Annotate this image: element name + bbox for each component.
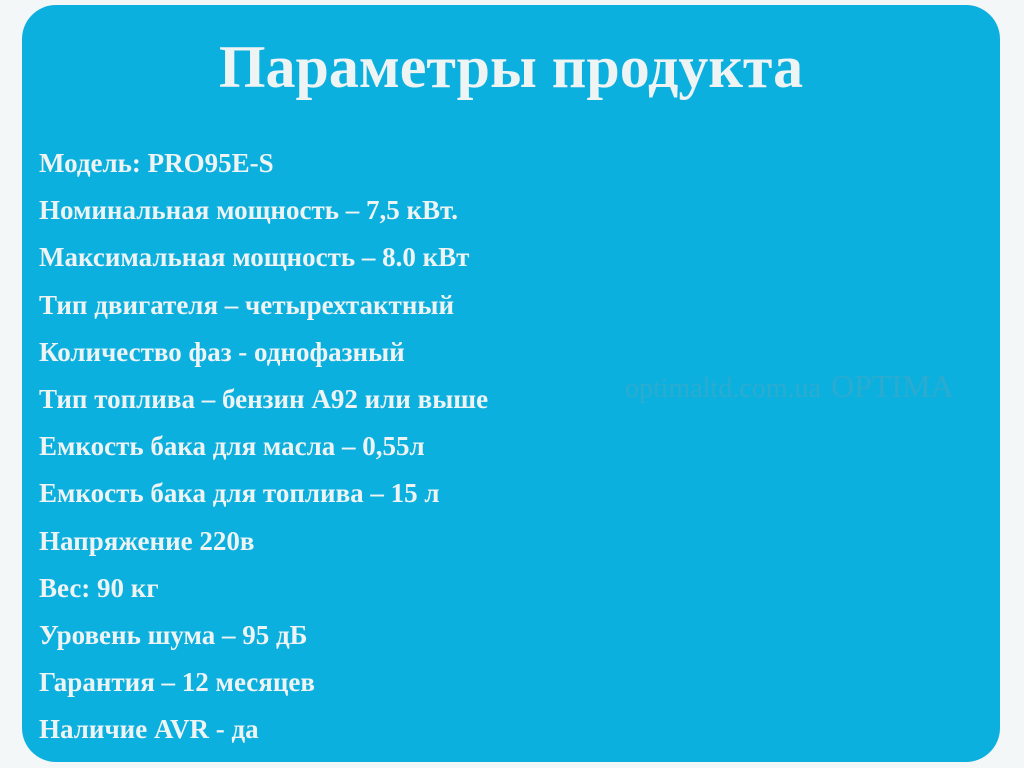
watermark-brand: OPTIMA (830, 368, 954, 404)
spec-item: Гарантия – 12 месяцев (39, 667, 315, 698)
spec-item: Номинальная мощность – 7,5 кВт. (39, 195, 459, 226)
spec-item: Тип топлива – бензин А92 или выше (39, 383, 489, 414)
spec-item: Модель: PRO95E-S (39, 148, 274, 178)
spec-item: Емкость бака для масла – 0,55л (39, 431, 425, 462)
spec-list: Модель: PRO95E-S Номинальная мощность – … (39, 143, 488, 756)
spec-item: Уровень шума – 95 дБ (39, 619, 308, 650)
spec-item: Наличие AVR - да (39, 714, 259, 745)
watermark: optimaltd.com.ua OPTIMA (625, 368, 954, 405)
spec-item: Напряжение 220в (39, 525, 255, 556)
spec-item: Максимальная мощность – 8.0 кВт (39, 242, 470, 273)
spec-item: Емкость бака для топлива – 15 л (39, 478, 440, 509)
product-parameters-card: Параметры продукта Модель: PRO95E-S Номи… (22, 5, 1000, 762)
spec-item: Тип двигателя – четырехтактный (39, 289, 455, 320)
watermark-site: optimaltd.com.ua (625, 373, 821, 404)
spec-item: Количество фаз - однофазный (39, 336, 405, 367)
spec-item: Вес: 90 кг (39, 572, 159, 603)
page-title: Параметры продукта (218, 34, 804, 100)
